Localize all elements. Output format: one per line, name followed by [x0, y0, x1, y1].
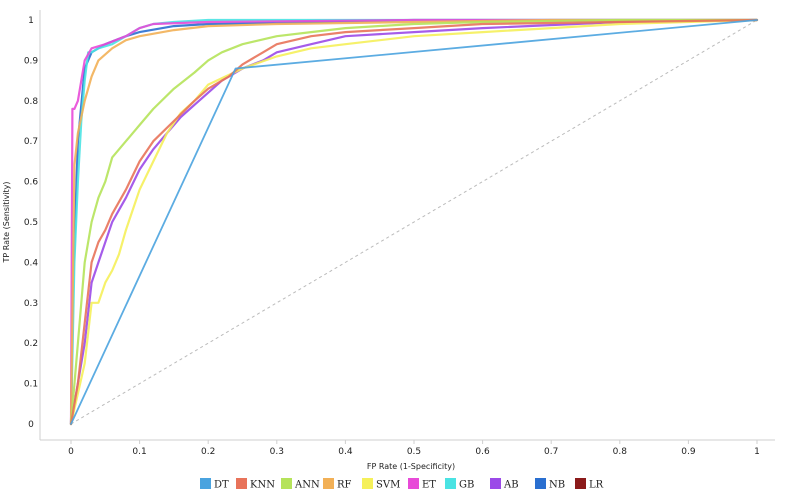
y-tick-label: 0: [28, 420, 34, 430]
series-group: [69, 18, 759, 426]
y-tick-label: 0.3: [24, 299, 38, 309]
x-tick-label: 0.6: [475, 447, 490, 457]
y-tick-label: 0.7: [24, 137, 38, 147]
legend-swatch-ann: [281, 478, 292, 489]
y-tick-label: 0.5: [24, 218, 38, 228]
legend-label-gb: GB: [459, 480, 474, 491]
x-tick-label: 0: [68, 447, 74, 457]
legend-swatch-dt: [200, 478, 211, 489]
legend-swatch-svm: [362, 478, 373, 489]
y-tick-label: 0.9: [24, 56, 39, 66]
legend-label-dt: DT: [214, 480, 229, 491]
y-tick-label: 0.2: [24, 339, 38, 349]
x-tick-label: 0.3: [270, 447, 284, 457]
legend-swatch-ab: [490, 478, 501, 489]
legend: DT KNN ANN RF SVM ET GB AB NB LR: [200, 478, 604, 491]
legend-label-nb: NB: [549, 480, 565, 491]
series-line-et: [69, 18, 759, 426]
x-axis-title: FP Rate (1-Specificity): [367, 462, 455, 471]
legend-label-svm: SVM: [376, 480, 400, 491]
x-tick-label: 0.7: [544, 447, 558, 457]
x-tick-label: 0.8: [613, 447, 628, 457]
axes-group: [39, 10, 775, 441]
legend-label-rf: RF: [337, 480, 352, 491]
legend-swatch-lr: [575, 478, 586, 489]
legend-swatch-gb: [445, 478, 456, 489]
legend-label-ann: ANN: [294, 480, 320, 491]
x-tick-label: 0.9: [681, 447, 696, 457]
y-tick-label: 0.1: [24, 380, 38, 390]
x-tick-label: 0.1: [132, 447, 146, 457]
y-tick-label: 1: [28, 16, 34, 26]
reference-diagonal-line: [70, 19, 758, 425]
series-line-knn: [69, 18, 759, 426]
series-line-ab: [69, 18, 759, 426]
y-axis-title: TP Rate (Sensitivity): [2, 181, 11, 263]
x-tick-label: 0.5: [407, 447, 421, 457]
series-line-ann: [69, 18, 759, 426]
legend-label-et: ET: [422, 480, 436, 491]
y-tick-label: 0.4: [24, 258, 39, 268]
legend-label-ab: AB: [503, 480, 519, 491]
legend-swatch-nb: [535, 478, 546, 489]
legend-swatch-knn: [236, 478, 247, 489]
legend-label-knn: KNN: [250, 480, 275, 491]
y-tick-label: 0.8: [24, 97, 39, 107]
y-tick-label: 0.6: [24, 178, 39, 188]
reference-line-group: [70, 19, 758, 425]
tick-labels-group: 0 0.1 0.2 0.3 0.4 0.5 0.6 0.7 0.8 0.9 1 0 0.1 0.2 0.3 0…: [24, 16, 760, 457]
legend-swatch-et: [408, 478, 419, 489]
x-tick-label: 0.2: [201, 447, 215, 457]
x-tick-label: 0.4: [338, 447, 353, 457]
series-line-rf: [69, 18, 759, 426]
legend-label-lr: LR: [589, 480, 604, 491]
series-line-dt: [70, 19, 758, 425]
x-tick-label: 1: [754, 447, 760, 457]
legend-swatch-rf: [323, 478, 334, 489]
